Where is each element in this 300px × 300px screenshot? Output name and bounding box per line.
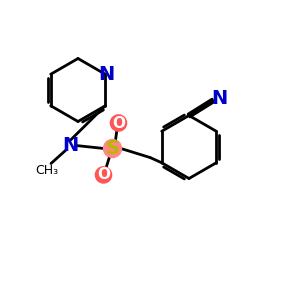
Text: CH₃: CH₃ [35, 164, 58, 177]
Text: N: N [212, 88, 228, 108]
Text: N: N [62, 136, 79, 155]
Text: O: O [112, 116, 125, 130]
Circle shape [103, 140, 122, 158]
Text: N: N [98, 65, 114, 84]
Text: O: O [97, 167, 110, 182]
Text: S: S [106, 139, 119, 158]
Circle shape [95, 167, 112, 183]
Circle shape [110, 115, 127, 131]
